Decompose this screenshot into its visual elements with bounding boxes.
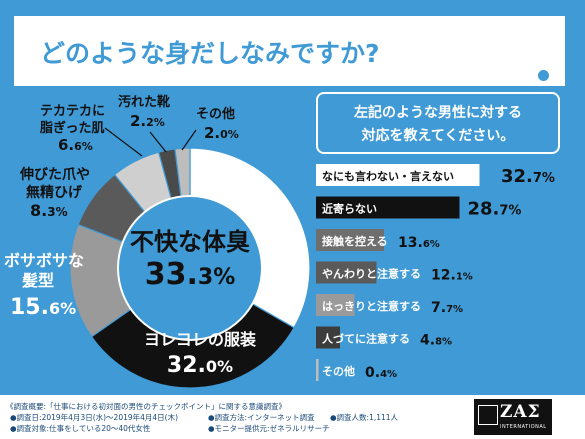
footer-survey-date: ●調査日:2019年4月3日(水)〜2019年4月4日(木) — [10, 413, 179, 422]
bar-value-2: 13.6% — [398, 235, 440, 251]
bar-label-2: 接触を控える — [322, 234, 388, 248]
nails-label-line1: 伸びた爪や — [19, 166, 90, 183]
bar-6 — [316, 359, 319, 381]
donut-center — [117, 195, 263, 341]
center-label: 不快な体臭 — [130, 228, 250, 256]
wrinkled-label: ヨレヨレの服装 — [144, 330, 256, 349]
footer-survey-provider: ●モニター提供元:ゼネラルリサーチ — [208, 424, 330, 433]
hair-label-line1: ボサボサな — [4, 251, 84, 270]
logo-sub-text: INTERNATIONAL — [500, 424, 547, 430]
wrinkled-value: 32.0% — [167, 353, 233, 378]
page-title: どのような身だしなみですか? — [40, 39, 380, 68]
center-value: 33.3% — [145, 257, 236, 292]
company-logo: ZAΣ INTERNATIONAL — [474, 399, 552, 435]
title-panel: どのような身だしなみですか? — [14, 16, 565, 86]
bar-4 — [316, 294, 355, 316]
skin-leader-line — [104, 127, 143, 157]
hair-value: 15.6% — [10, 295, 76, 320]
skin-label-line1: テカテカに — [40, 104, 105, 119]
footer-survey-method: ●調査方法:インターネット調査 — [208, 413, 315, 422]
nails-value: 8.3% — [30, 201, 68, 220]
bar-label-1: 近寄らない — [322, 202, 377, 216]
bar-value-3: 12.1% — [431, 268, 473, 284]
shoes-value: 2.2% — [130, 112, 165, 130]
bar-value-0: 32.7% — [501, 166, 555, 187]
bar-value-5: 4.8% — [420, 333, 452, 349]
logo-mark-icon — [478, 405, 498, 425]
shoes-label: 汚れた靴 — [118, 94, 170, 110]
footer-survey-target: ●調査対象:仕事をしている20〜40代女性 — [10, 424, 151, 433]
bar-1 — [316, 196, 460, 219]
bar-label-4: はっきりと注意する — [322, 299, 421, 313]
footer-survey-title: 《調査概要:「仕事における初対面の男性のチェックポイント」に関する意識調査》 — [6, 402, 287, 411]
other-leader-line — [181, 129, 197, 151]
skin-label-line2: 脂ぎった肌 — [39, 120, 104, 136]
hair-label-line2: 髪型 — [21, 271, 54, 290]
logo-main-text: ZAΣ — [500, 402, 541, 422]
bar-chart-title-line1: 左記のような男性に対する — [354, 105, 522, 121]
bar-3 — [316, 261, 377, 284]
bar-2 — [316, 229, 384, 251]
bar-0 — [316, 164, 480, 186]
bar-chart-title-line2: 対応を教えてください。 — [361, 128, 515, 144]
nails-label-line2: 無精ひげ — [26, 184, 83, 201]
bar-chart: なにも言わない・言えない 32.7% 近寄らない 28.7% 接触を控える 13.6% やん… — [316, 164, 555, 381]
other-value: 2.0% — [204, 124, 239, 142]
bar-value-6: 0.4% — [365, 365, 397, 381]
bar-5 — [316, 326, 340, 349]
skin-value: 6.6% — [58, 136, 93, 154]
footer-survey-count: ●調査人数:1,111人 — [330, 413, 399, 422]
bar-value-4: 7.7% — [431, 300, 463, 316]
bar-label-3: やんわりと注意する — [322, 267, 421, 281]
title-dot — [538, 70, 549, 81]
footer: 《調査概要:「仕事における初対面の男性のチェックポイント」に関する意識調査》 ●… — [0, 395, 585, 439]
shoes-leader-line — [149, 131, 167, 153]
other-label: その他 — [196, 106, 235, 122]
bar-label-0: なにも言わない・言えない — [322, 169, 454, 183]
bar-label-6: その他 — [322, 364, 355, 378]
bar-value-1: 28.7% — [468, 199, 522, 220]
bar-chart-title-panel: 左記のような男性に対する 対応を教えてください。 — [316, 92, 560, 154]
bar-label-5: 人づてに注意する — [322, 332, 410, 346]
